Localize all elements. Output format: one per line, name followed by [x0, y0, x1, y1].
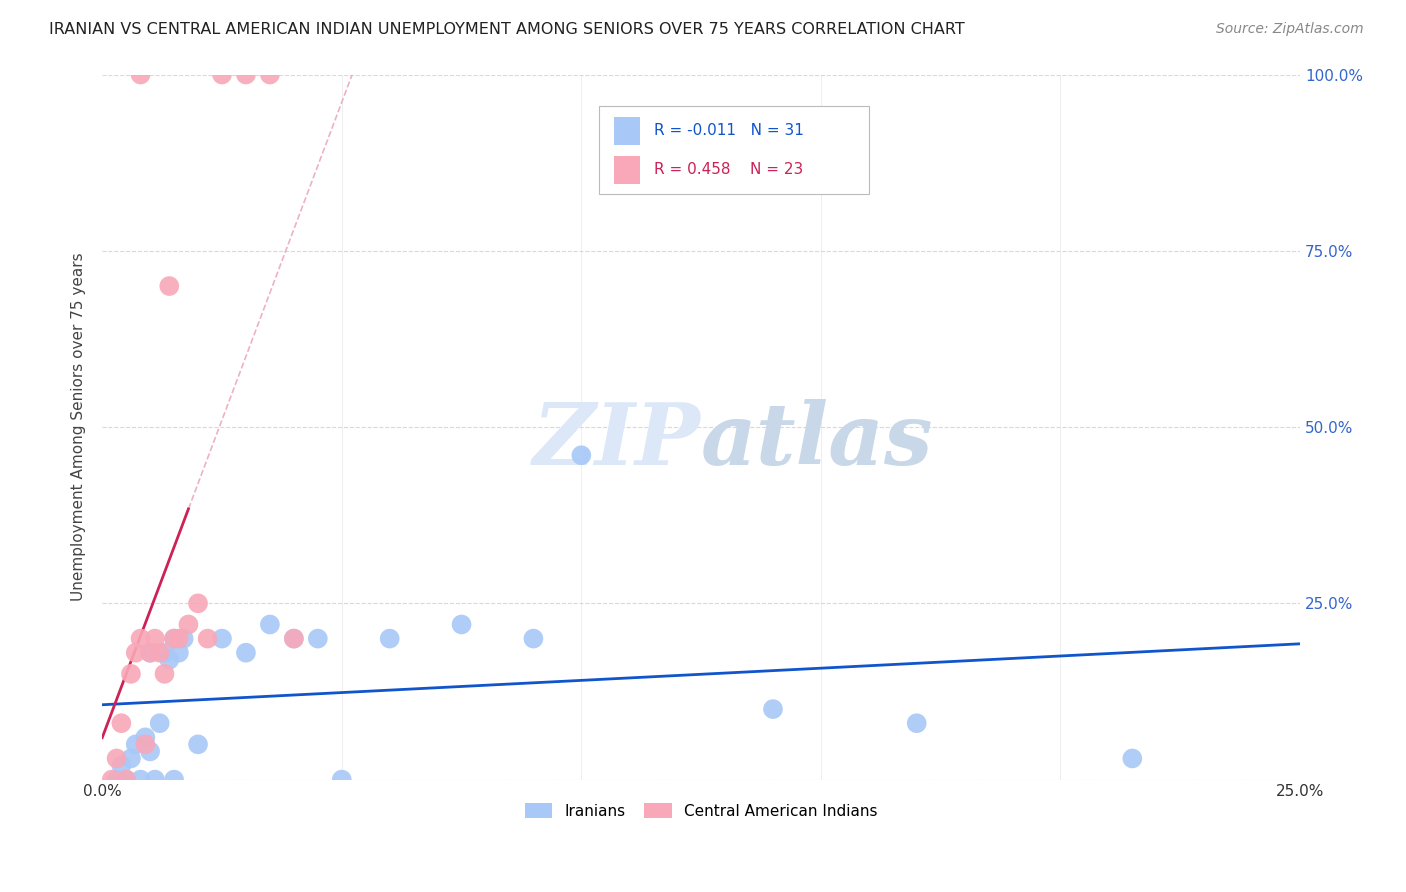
Point [235, 68, 257, 82]
Point [134, 731, 156, 745]
Point [153, 646, 176, 660]
Point [143, 772, 166, 787]
Point [163, 632, 186, 646]
Point [120, 666, 142, 681]
Point [762, 702, 785, 716]
Point [177, 617, 200, 632]
Point [115, 772, 138, 787]
Point [129, 632, 152, 646]
Point [197, 632, 219, 646]
Bar [613, 117, 640, 145]
Point [187, 596, 209, 610]
Point [149, 716, 172, 731]
Point [157, 279, 180, 293]
Text: R = -0.011   N = 31: R = -0.011 N = 31 [654, 123, 804, 138]
Point [211, 632, 233, 646]
Text: R = 0.458    N = 23: R = 0.458 N = 23 [654, 162, 804, 178]
Bar [613, 155, 640, 184]
Point [330, 772, 353, 787]
Point [378, 632, 401, 646]
Point [115, 772, 138, 787]
Point [163, 772, 186, 787]
Point [283, 632, 305, 646]
Point [139, 646, 162, 660]
Point [129, 68, 152, 82]
Point [167, 646, 190, 660]
Legend: Iranians, Central American Indians: Iranians, Central American Indians [519, 797, 883, 825]
Point [283, 632, 305, 646]
Point [105, 751, 128, 765]
Point [143, 632, 166, 646]
Point [129, 772, 152, 787]
Point [101, 772, 124, 787]
Point [522, 632, 544, 646]
Point [259, 617, 281, 632]
Point [1121, 751, 1143, 765]
Point [153, 666, 176, 681]
Point [167, 632, 190, 646]
Point [149, 646, 172, 660]
Text: atlas: atlas [702, 400, 934, 483]
Point [134, 737, 156, 751]
Point [125, 737, 148, 751]
Point [450, 617, 472, 632]
Bar [599, 106, 869, 194]
Point [173, 632, 195, 646]
Point [259, 68, 281, 82]
Point [187, 737, 209, 751]
Point [569, 448, 592, 462]
Point [235, 646, 257, 660]
Y-axis label: Unemployment Among Seniors over 75 years: Unemployment Among Seniors over 75 years [72, 252, 86, 601]
Point [125, 646, 148, 660]
Point [120, 751, 142, 765]
Point [307, 632, 329, 646]
Text: Source: ZipAtlas.com: Source: ZipAtlas.com [1216, 22, 1364, 37]
Point [157, 653, 180, 667]
Point [105, 772, 128, 787]
Point [139, 646, 162, 660]
Point [110, 758, 132, 772]
Text: ZIP: ZIP [533, 400, 702, 483]
Point [163, 632, 186, 646]
Point [211, 68, 233, 82]
Text: IRANIAN VS CENTRAL AMERICAN INDIAN UNEMPLOYMENT AMONG SENIORS OVER 75 YEARS CORR: IRANIAN VS CENTRAL AMERICAN INDIAN UNEMP… [49, 22, 965, 37]
Point [905, 716, 928, 731]
Point [110, 716, 132, 731]
Point [139, 744, 162, 758]
